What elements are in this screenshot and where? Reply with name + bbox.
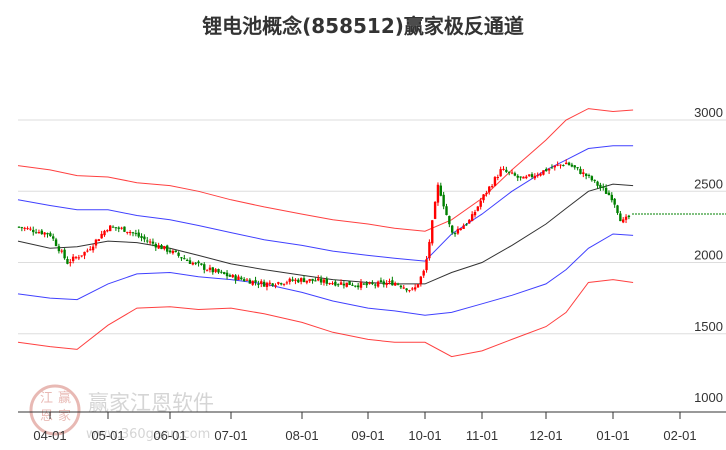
y-tick-label: 1500 [694,319,723,334]
x-tick-label: 06-01 [153,428,186,443]
x-tick-label: 09-01 [351,428,384,443]
y-tick-label: 1000 [694,390,723,405]
x-tick-label: 07-01 [214,428,247,443]
seal-logo-icon [29,384,81,436]
upper-inner-band-line [17,145,634,262]
candlesticks [17,159,631,293]
watermark-brand: 赢家江恩软件 [88,391,214,415]
x-tick-label: 02-01 [663,428,696,443]
x-tick-label: 04-01 [33,428,66,443]
lower-outer-band-line [17,279,634,358]
x-tick-label: 05-01 [91,428,124,443]
x-tick-label: 01-01 [596,428,629,443]
svg-text:恩: 恩 [40,409,53,424]
svg-text:赢: 赢 [58,390,71,406]
y-tick-label: 2500 [694,176,723,191]
y-tick-label: 2000 [694,248,723,263]
watermark-url: www.360gann.com [86,427,210,442]
x-tick-label: 12-01 [529,428,562,443]
x-tick-label: 10-01 [408,428,441,443]
x-tick-label: 08-01 [285,428,318,443]
svg-text:家: 家 [58,408,71,424]
middle-line-line [17,183,634,285]
y-tick-label: 3000 [694,105,723,120]
x-tick-label: 11-01 [466,428,498,443]
lower-inner-band-line [17,233,634,316]
svg-text:江: 江 [40,391,53,406]
upper-outer-band-line [17,108,634,232]
chart-title: 锂电池概念(858512)赢家极反通道 [202,14,524,38]
